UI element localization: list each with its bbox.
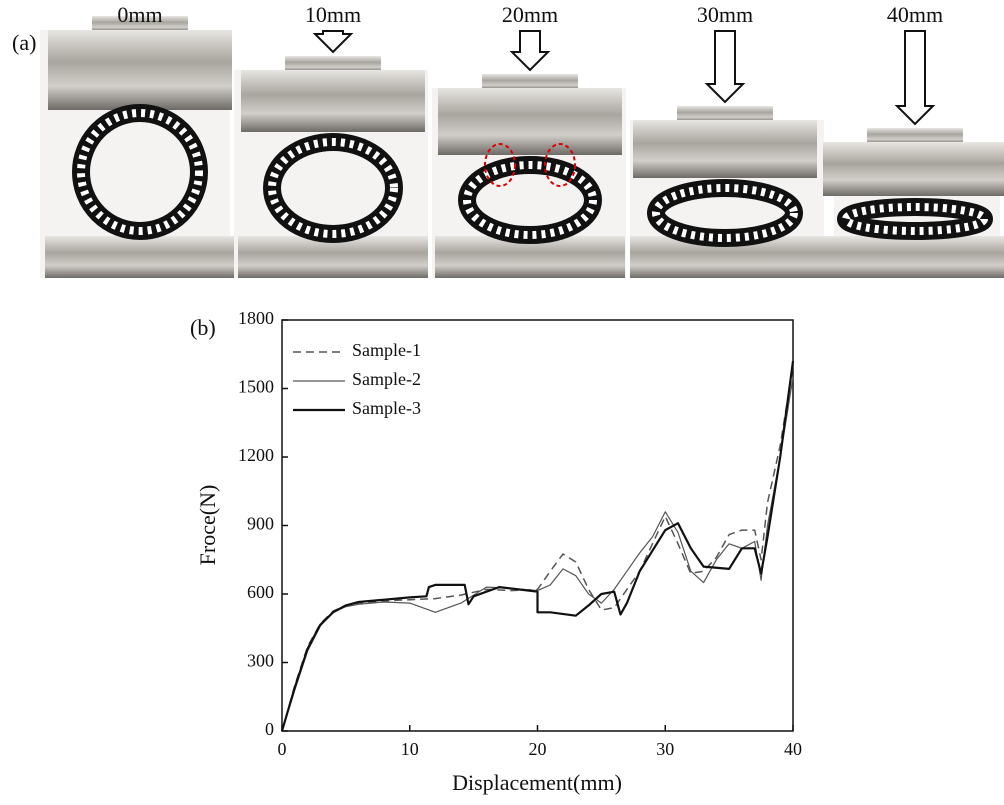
top-plate: [241, 70, 425, 132]
photo-caption: 40mm: [887, 2, 943, 27]
x-axis-label: Displacement(mm): [452, 770, 622, 795]
series-line: [281, 365, 794, 732]
x-tick-label: 10: [401, 739, 419, 759]
bottom-plate: [45, 236, 235, 278]
legend-label: Sample-2: [352, 369, 421, 389]
y-tick-label: 1500: [238, 377, 274, 397]
ring-lattice: [77, 109, 203, 235]
photo-caption: 30mm: [697, 2, 753, 27]
ring-lattice: [652, 184, 798, 242]
x-tick-label: 20: [529, 739, 547, 759]
plate-stem: [285, 56, 381, 72]
series-line: [281, 377, 794, 732]
photo-caption: 0mm: [117, 2, 162, 27]
ring-lattice: [268, 138, 398, 238]
load-arrow: [894, 30, 936, 126]
load-arrow: [509, 30, 551, 72]
legend-label: Sample-3: [352, 398, 421, 418]
series-line: [280, 360, 795, 732]
plate-stem: [92, 16, 188, 32]
top-plate: [438, 88, 622, 155]
load-arrow: [312, 30, 354, 54]
panel-label: (a): [12, 30, 36, 55]
y-axis-label: Froce(N): [195, 485, 220, 566]
x-tick-label: 40: [784, 739, 802, 759]
x-tick-label: 30: [656, 739, 674, 759]
y-tick-label: 0: [265, 719, 274, 739]
top-plate: [823, 142, 1004, 196]
highlight: [544, 143, 576, 187]
y-tick-label: 1200: [238, 445, 274, 465]
y-tick-label: 1800: [238, 308, 274, 328]
plate-stem: [482, 74, 578, 90]
legend-label: Sample-1: [352, 340, 421, 360]
top-plate: [633, 120, 817, 178]
load-arrow: [704, 30, 746, 104]
y-tick-label: 900: [247, 514, 274, 534]
x-tick-label: 0: [278, 739, 287, 759]
highlight: [484, 143, 516, 187]
photo-caption: 20mm: [502, 2, 558, 27]
y-tick-label: 600: [247, 582, 274, 602]
panel-label: (b): [190, 315, 216, 340]
plate-stem: [867, 128, 963, 144]
ring-lattice: [463, 161, 597, 239]
bottom-plate: [820, 236, 1004, 278]
top-plate: [48, 30, 232, 110]
y-tick-label: 300: [247, 651, 274, 671]
plate-stem: [677, 106, 773, 122]
photo-caption: 10mm: [305, 2, 361, 27]
ring-lattice: [842, 203, 988, 235]
